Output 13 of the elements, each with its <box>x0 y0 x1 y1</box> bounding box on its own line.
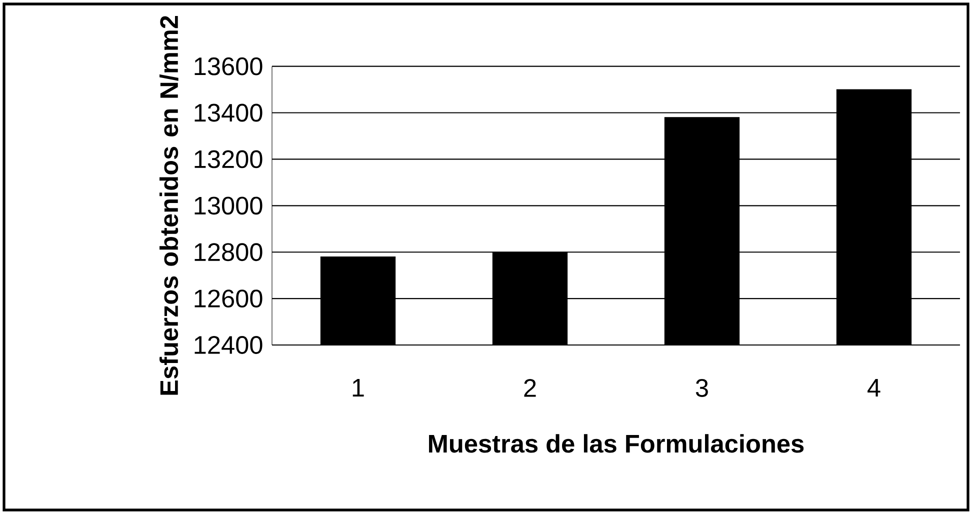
x-axis-title: Muestras de las Formulaciones <box>429 434 804 453</box>
x-tick-label: 1 <box>352 379 364 396</box>
y-tick-label: 12800 <box>194 243 262 262</box>
x-tick-label: 4 <box>868 379 880 396</box>
y-tick-label: 13000 <box>194 196 262 215</box>
y-tick-label: 13600 <box>194 57 262 76</box>
x-tick-label: 3 <box>696 379 708 397</box>
y-tick-label: 13400 <box>194 104 262 122</box>
y-tick-label: 12400 <box>194 336 262 354</box>
x-tick-label: 2 <box>524 379 536 397</box>
y-axis-title: Esfuerzos obtenidos en N/mm2 <box>159 16 178 395</box>
y-tick-label: 12600 <box>194 290 262 308</box>
y-tick-label: 13200 <box>194 150 262 168</box>
